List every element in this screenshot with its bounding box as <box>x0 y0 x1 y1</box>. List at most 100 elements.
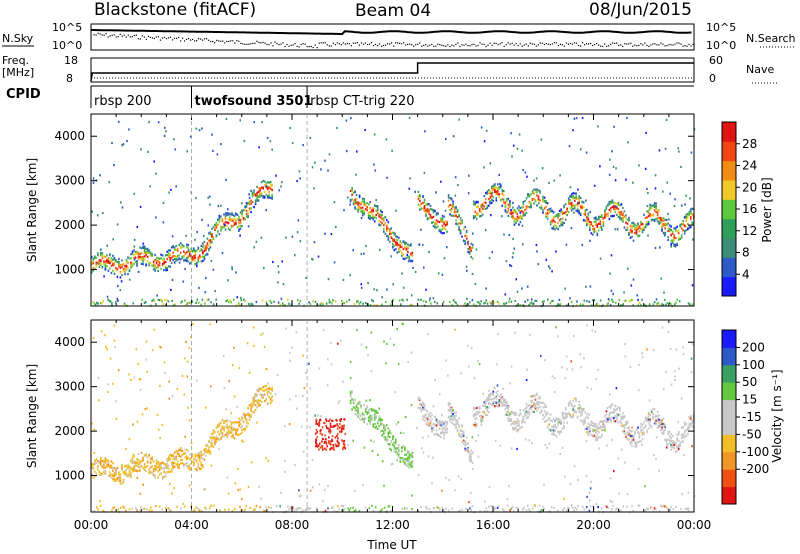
power-cell <box>510 132 512 135</box>
nsearch-dot <box>606 45 608 47</box>
velocity-cell <box>97 464 99 468</box>
velocity-cell <box>563 424 565 427</box>
power-cell <box>441 224 444 227</box>
power-cell <box>156 294 158 297</box>
nsearch-dot <box>503 45 505 48</box>
velocity-cell <box>256 406 258 409</box>
velocity-cell <box>265 384 267 388</box>
power-cell <box>260 181 263 184</box>
power-cell <box>358 202 361 205</box>
power-cell <box>570 202 573 205</box>
power-cell <box>196 265 198 268</box>
power-cell <box>269 140 272 143</box>
velocity-cell <box>450 411 453 414</box>
power-cell <box>687 215 689 218</box>
velocity-cell <box>516 420 519 423</box>
velocity-cell <box>390 450 393 453</box>
velocity-cell <box>189 453 191 456</box>
velocity-cell <box>209 506 211 509</box>
power-cell <box>101 266 104 269</box>
power-cell <box>163 257 165 260</box>
velocity-cell <box>248 418 251 421</box>
velocity-cell <box>534 403 537 406</box>
power-cell <box>196 262 198 265</box>
velocity-cell <box>495 395 498 398</box>
velocity-cell <box>92 463 95 466</box>
velocity-cell <box>641 433 644 436</box>
power-cell <box>545 212 547 215</box>
power-cell <box>351 187 353 190</box>
power-cell <box>194 249 197 252</box>
power-cell <box>124 273 126 276</box>
velocity-cell <box>170 470 173 473</box>
power-cell <box>676 225 678 228</box>
velocity-cell <box>262 386 264 389</box>
power-cell <box>392 231 394 234</box>
power-cell <box>164 260 167 264</box>
power-cell <box>579 148 582 151</box>
power-cell <box>164 269 167 272</box>
velocity-cell <box>119 473 122 476</box>
power-cell <box>373 288 375 291</box>
velocity-cell <box>358 417 361 420</box>
power-cell <box>363 213 365 216</box>
power-cell <box>440 217 442 220</box>
velocity-cell <box>635 445 638 448</box>
power-cell <box>214 227 216 230</box>
power-cell <box>475 248 478 251</box>
nsearch-dot <box>638 44 640 47</box>
power-cell <box>106 259 108 262</box>
velocity-cell <box>176 452 179 455</box>
power-cell <box>485 198 487 201</box>
power-cell <box>191 259 194 262</box>
velocity-cell <box>230 423 233 426</box>
velocity-cell <box>221 425 224 428</box>
nsearch-dot <box>417 43 419 45</box>
nsearch-dot <box>296 45 298 48</box>
nsearch-dot <box>604 43 606 45</box>
power-cell <box>352 249 354 252</box>
velocity-cell <box>608 412 611 415</box>
power-cell <box>512 210 514 213</box>
power-cell <box>345 150 348 153</box>
power-cell <box>501 193 504 196</box>
power-cell <box>595 223 597 226</box>
power-cell <box>640 303 642 307</box>
power-cell <box>533 198 535 201</box>
power-cell <box>530 202 532 205</box>
velocity-cell <box>119 479 122 482</box>
velocity-cell <box>202 457 204 460</box>
velocity-cell <box>423 415 426 418</box>
power-cell <box>261 299 264 302</box>
velocity-cell <box>453 411 456 414</box>
power-cell <box>622 216 624 219</box>
power-cell <box>497 187 499 190</box>
power-cell <box>465 231 468 234</box>
velocity-cell <box>470 460 472 463</box>
power-cell <box>498 185 501 189</box>
power-cell <box>370 216 373 219</box>
velocity-cell <box>506 410 508 414</box>
power-cell <box>452 135 455 138</box>
velocity-cell <box>521 419 523 422</box>
power-cell <box>401 251 403 254</box>
power-cell <box>314 300 317 304</box>
nsearch-dot <box>202 39 204 41</box>
velocity-cell <box>599 436 602 439</box>
power-cell <box>434 223 436 226</box>
power-cell <box>254 193 257 196</box>
velocity-cell <box>411 465 414 468</box>
power-cell <box>507 207 510 210</box>
power-cell <box>244 218 246 221</box>
nsearch-dot <box>433 45 435 48</box>
velocity-cell <box>440 424 442 427</box>
power-cell <box>186 259 188 262</box>
power-cell <box>314 161 316 164</box>
power-cell <box>266 181 269 184</box>
power-cell <box>160 253 162 256</box>
velocity-cell <box>131 470 134 473</box>
velocity-cell <box>253 398 255 402</box>
nsearch-dot <box>608 45 610 47</box>
velocity-cell <box>513 428 516 431</box>
velocity-cell <box>462 439 465 442</box>
